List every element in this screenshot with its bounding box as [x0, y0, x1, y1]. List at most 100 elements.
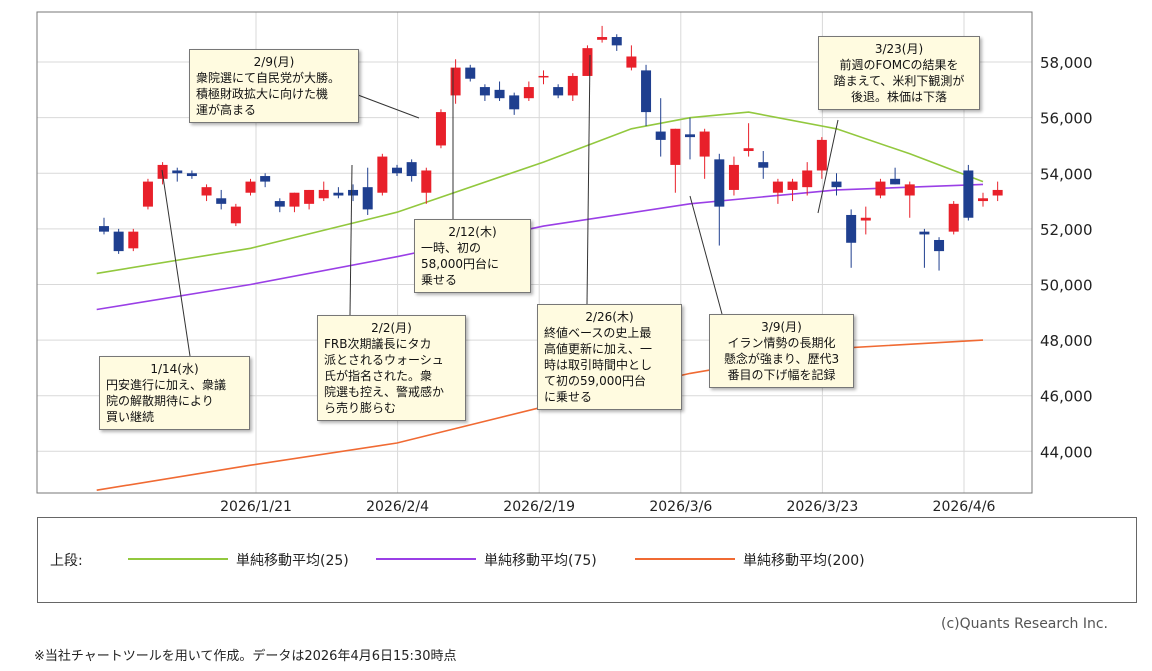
annotation-mar23: 3/23(月) 前週のFOMCの結果を 踏まえて、米利下観測が 後退。株価は下落 — [818, 36, 980, 110]
y-tick-label: 56,000 — [1040, 110, 1093, 128]
candle — [289, 192, 300, 213]
annotation-text: FRB次期議長にタカ 派とされるウォーシュ 氏が指名された。衆 院選も控え、警戒… — [324, 337, 445, 415]
candle — [758, 151, 769, 179]
plot-frame — [36, 11, 1033, 494]
candle — [99, 217, 109, 235]
candle — [245, 178, 256, 196]
candle — [670, 128, 681, 193]
annotation-text: イラン情勢の長期化 懸念が強まり、歴代3 番目の下げ幅を記録 — [723, 336, 840, 382]
candle-body — [406, 162, 417, 177]
candle — [772, 178, 783, 204]
y-tick-label: 54,000 — [1040, 165, 1093, 183]
candle — [919, 228, 930, 268]
candle — [978, 192, 988, 207]
candle-body — [685, 134, 695, 138]
copyright: (c)Quants Research Inc. — [940, 616, 1108, 632]
annotation-mar9: 3/9(月) イラン情勢の長期化 懸念が強まり、歴代3 番目の下げ幅を記録 — [709, 314, 854, 388]
candle-body — [465, 67, 476, 79]
candle — [435, 109, 446, 149]
annotation-feb2: 2/2(月) FRB次期議長にタカ 派とされるウォーシュ 氏が指名された。衆 院… — [317, 315, 466, 421]
candle-body — [304, 189, 315, 204]
candle-body — [978, 198, 988, 202]
candle-body — [435, 112, 446, 146]
annotation-leader-line — [357, 94, 420, 119]
moving-average-lines — [96, 111, 984, 491]
footnote: ※当社チャートツールを用いて作成。データは2026年4月6日15:30時点 — [34, 649, 457, 664]
y-axis-tick-labels: 58,000 56,000 54,000 52,000 50,000 48,000 46,0… — [1040, 54, 1093, 461]
candle-body — [934, 239, 945, 252]
legend-label-ma75: 単純移動平均(75) — [484, 553, 597, 569]
candle — [538, 70, 549, 85]
candle — [846, 209, 857, 268]
ma-series-line-0 — [96, 111, 984, 275]
annotation-date: 2/9(月) — [253, 55, 295, 69]
candle — [362, 167, 373, 215]
candle-body — [655, 131, 666, 140]
candle — [186, 170, 197, 179]
candle-body — [802, 170, 813, 188]
candle-body — [831, 181, 842, 188]
candle — [128, 228, 139, 252]
candle-body — [860, 217, 871, 221]
candle-body — [142, 181, 153, 207]
candle-body — [494, 89, 505, 99]
x-tick-label: 2026/4/6 — [933, 499, 996, 515]
annotation-feb12: 2/12(木) 一時、初の 58,000円台に 乗せる — [414, 219, 531, 293]
candle-body — [626, 56, 637, 68]
candle-body — [274, 201, 285, 207]
candle — [172, 167, 183, 182]
candle — [216, 189, 227, 210]
candle-body — [186, 173, 197, 177]
candle — [685, 117, 695, 160]
candle-body — [611, 37, 622, 46]
x-tick-label: 2026/2/4 — [366, 499, 429, 515]
y-tick-label: 58,000 — [1040, 54, 1093, 72]
candle — [802, 162, 813, 196]
candle-body — [772, 181, 783, 193]
candle — [831, 173, 842, 196]
candle-body — [670, 128, 681, 165]
y-tick-label: 48,000 — [1040, 332, 1093, 350]
annotation-leader-line — [349, 164, 353, 316]
candle-body — [919, 231, 930, 235]
candle — [611, 34, 622, 51]
y-tick-label: 46,000 — [1040, 388, 1093, 406]
candle — [699, 128, 710, 179]
candle-body — [787, 181, 798, 190]
legend-label-ma200: 単純移動平均(200) — [743, 553, 865, 569]
annotation-date: 2/12(木) — [448, 225, 497, 239]
candle — [553, 84, 564, 99]
x-tick-label: 2026/1/21 — [220, 499, 292, 515]
candle — [890, 167, 901, 185]
annotation-date: 3/23(月) — [874, 42, 924, 56]
candle — [948, 201, 959, 235]
annotation-date: 2/26(木) — [585, 310, 634, 324]
candle-body — [948, 203, 959, 232]
candle — [963, 164, 974, 221]
candle — [934, 237, 945, 271]
candle — [304, 189, 315, 210]
candle — [787, 178, 798, 202]
candle — [421, 167, 432, 204]
candle-body — [875, 181, 886, 196]
candle-body — [890, 178, 901, 185]
candle — [450, 59, 461, 104]
candle-body — [479, 87, 490, 96]
chart-gridlines — [37, 12, 1032, 493]
candle — [655, 98, 666, 157]
candle — [465, 64, 476, 82]
candle — [113, 228, 124, 254]
candle — [201, 184, 212, 202]
candle — [348, 184, 359, 202]
candle — [626, 45, 637, 71]
candle-body — [538, 75, 549, 78]
candle — [509, 92, 520, 115]
candle-body — [714, 159, 725, 207]
candle — [875, 178, 886, 199]
annotation-leader-line — [161, 169, 191, 357]
annotation-date: 1/14(水) — [150, 362, 199, 376]
candle-body — [597, 37, 608, 40]
legend-swatch-ma75 — [376, 558, 476, 560]
x-axis-tick-labels: 2026/1/21 2026/2/4 2026/2/19 2026/3/6 2026/3… — [220, 499, 995, 515]
candle-body — [450, 67, 461, 96]
